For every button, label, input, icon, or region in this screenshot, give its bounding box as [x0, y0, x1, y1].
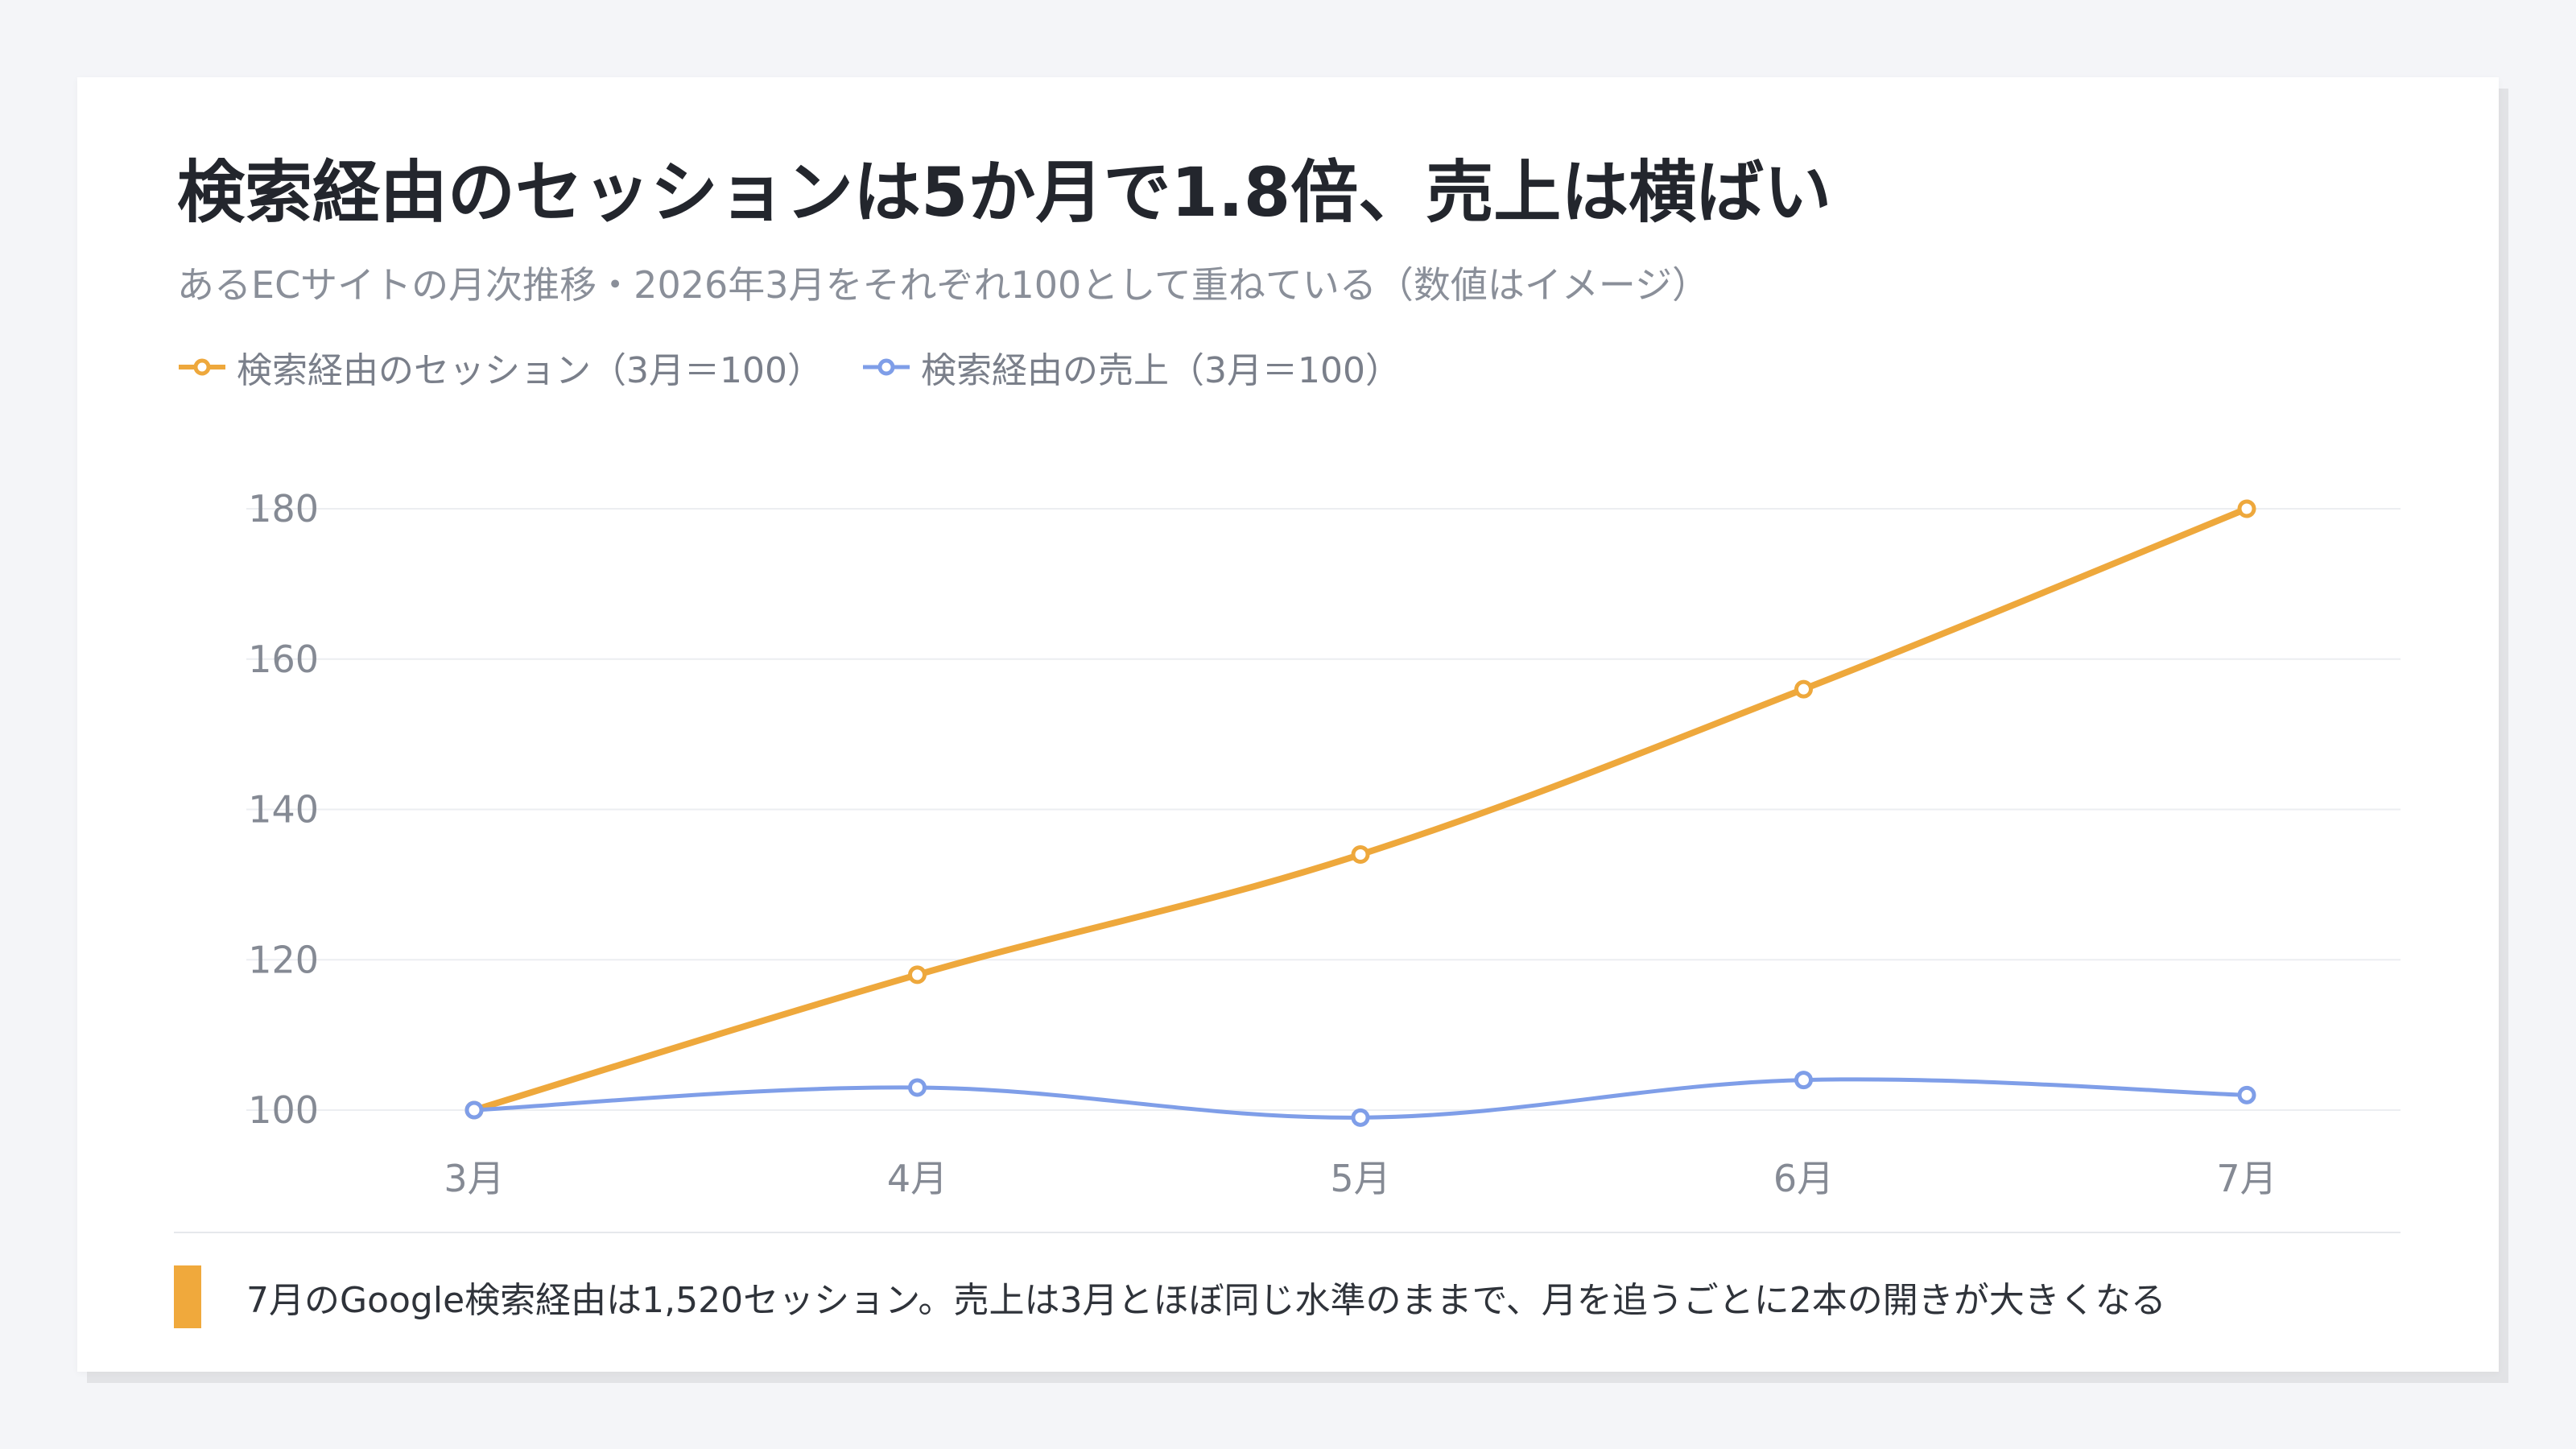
series-lines [464, 499, 2256, 1127]
chart-subtitle: あるECサイトの月次推移・2026年3月をそれぞれ100として重ねている（数値は… [177, 263, 1710, 307]
data-point-0 [908, 965, 927, 985]
note-text: 7月のGoogle検索経由は1,520セッション。売上は3月とほぼ同じ水準のまま… [246, 1280, 2166, 1321]
x-axis: 3月 4月 5月 6月 7月 [444, 1157, 2277, 1200]
legend-label-sales: 検索経由の売上（3月＝100） [920, 350, 1401, 391]
x-tick-label: 4月 [887, 1157, 947, 1200]
note-accent-bar [174, 1265, 201, 1328]
x-tick-label: 5月 [1330, 1157, 1390, 1200]
legend-item-sessions: 検索経由のセッション（3月＝100） [177, 341, 823, 393]
data-point-1 [908, 1078, 927, 1097]
footer-divider [174, 1232, 2401, 1233]
y-tick-label: 120 [248, 938, 319, 981]
data-point-0 [2237, 499, 2256, 518]
y-tick-label: 160 [248, 638, 319, 681]
y-tick-label: 180 [248, 487, 319, 530]
data-point-1 [1794, 1071, 1813, 1090]
legend: 検索経由のセッション（3月＝100） 検索経由の売上（3月＝100） [177, 341, 1401, 393]
x-tick-label: 6月 [1773, 1157, 1834, 1200]
x-tick-label: 7月 [2216, 1157, 2277, 1200]
chart-title: 検索経由のセッションは5か月で1.8倍、売上は横ばい [177, 153, 1832, 232]
y-axis: 100 120 140 160 180 [248, 487, 319, 1132]
data-point-1 [464, 1100, 484, 1120]
y-tick-label: 100 [248, 1088, 319, 1132]
data-point-1 [1351, 1108, 1370, 1127]
line-chart: 100 120 140 160 180 3月 4月 5月 6月 7月 [246, 487, 2401, 1200]
data-point-0 [1794, 679, 1813, 699]
footer-note: 7月のGoogle検索経由は1,520セッション。売上は3月とほぼ同じ水準のまま… [174, 1265, 2166, 1328]
legend-item-sales: 検索経由の売上（3月＝100） [861, 341, 1401, 393]
y-tick-label: 140 [248, 788, 319, 832]
chart-card: 検索経由のセッションは5か月で1.8倍、売上は横ばい あるECサイトの月次推移・… [77, 77, 2499, 1372]
legend-swatch-sessions [179, 358, 225, 376]
legend-label-sessions: 検索経由のセッション（3月＝100） [237, 350, 823, 391]
grid-lines [246, 508, 2401, 1111]
x-tick-label: 3月 [444, 1157, 504, 1200]
legend-swatch-sales [862, 358, 910, 376]
data-point-0 [1351, 845, 1370, 865]
data-point-1 [2237, 1085, 2256, 1104]
